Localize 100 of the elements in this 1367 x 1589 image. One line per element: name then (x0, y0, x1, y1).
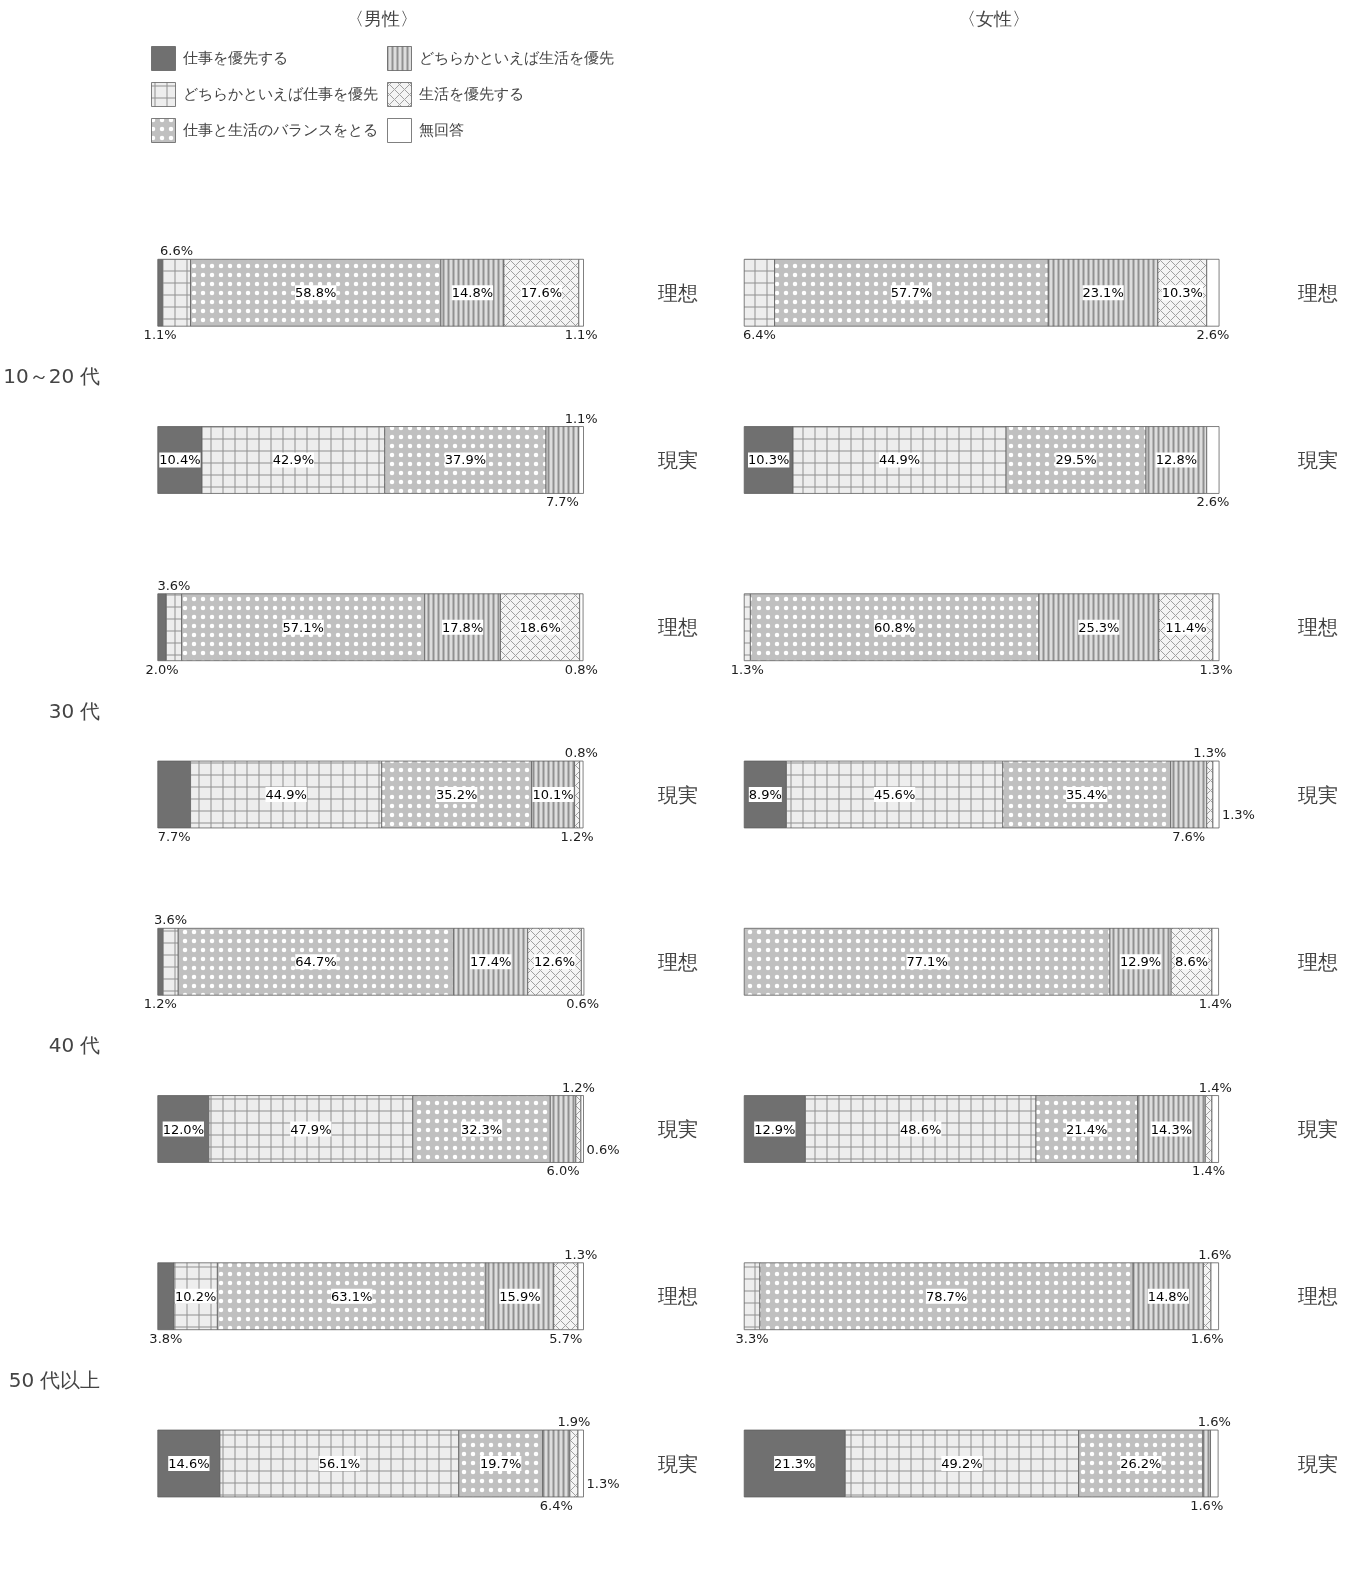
data-label: 1.9% (557, 1414, 591, 1430)
chart-title: 〈男性〉 (345, 7, 418, 29)
data-label: 3.6% (154, 912, 188, 928)
legend-label: 仕事と生活のバランスをとる (183, 120, 378, 140)
data-label: 77.1% (906, 954, 948, 970)
data-label: 19.7% (480, 1456, 522, 1472)
text: 10～20 代 (3, 364, 101, 389)
data-label: 12.9% (754, 1121, 796, 1137)
data-label: 10.3% (1161, 285, 1203, 301)
data-label: 21.3% (774, 1456, 816, 1472)
data-label: 7.7% (157, 828, 191, 844)
data-label: 8.6% (1175, 954, 1209, 970)
data-label: 1.3% (586, 1476, 620, 1492)
data-label: 3.3% (735, 1330, 769, 1346)
data-label: 1.1% (143, 327, 177, 343)
data-label: 49.2% (941, 1456, 983, 1472)
data-label: 6.6% (160, 243, 194, 259)
y-tick-label: 理想 (1297, 615, 1338, 640)
data-label: 23.1% (1082, 285, 1124, 301)
data-label: 1.2% (561, 1079, 595, 1095)
data-label: 7.6% (1172, 828, 1206, 844)
text: 30 代 (48, 698, 101, 723)
data-label: 25.3% (1078, 619, 1120, 635)
data-label: 0.8% (564, 745, 598, 761)
legend-label: 無回答 (419, 120, 464, 140)
data-label: 1.3% (1221, 807, 1255, 823)
data-label: 14.8% (1147, 1288, 1189, 1304)
data-label: 12.0% (162, 1121, 204, 1137)
data-label: 1.3% (730, 661, 764, 677)
y-tick-label: 現実 (1297, 447, 1338, 472)
data-label: 1.6% (1198, 1246, 1232, 1262)
data-label: 57.1% (282, 619, 324, 635)
data-label: 15.9% (499, 1288, 541, 1304)
legend-label: どちらかといえば生活を優先 (419, 48, 614, 68)
data-label: 2.6% (1196, 327, 1230, 343)
data-label: 1.1% (564, 410, 598, 426)
data-label: 17.8% (441, 619, 484, 635)
y-tick-label: 現実 (657, 447, 698, 472)
data-label: 7.7% (545, 494, 579, 510)
data-label: 10.1% (532, 787, 574, 802)
y-tick-label: 現実 (1297, 1117, 1338, 1142)
data-label: 44.9% (878, 452, 921, 468)
y-tick-label: 現実 (1297, 1451, 1338, 1476)
chart-title: 〈女性〉 (957, 7, 1030, 29)
data-label: 12.6% (533, 954, 576, 970)
data-label: 35.4% (1066, 787, 1108, 802)
data-label: 10.3% (748, 452, 790, 468)
y-tick-label: 理想 (657, 1284, 698, 1309)
data-label: 1.4% (1198, 996, 1232, 1012)
data-label: 6.0% (546, 1163, 580, 1179)
data-label: 5.7% (549, 1330, 583, 1346)
data-label: 47.9% (290, 1121, 332, 1137)
data-label: 29.5% (1055, 452, 1097, 468)
data-label: 2.6% (1196, 494, 1230, 510)
y-tick-label: 現実 (1297, 782, 1338, 807)
data-label: 44.9% (265, 787, 307, 802)
data-label: 26.2% (1120, 1456, 1162, 1472)
data-label: 14.6% (168, 1456, 210, 1472)
y-tick-label: 理想 (657, 280, 698, 305)
legend-label: 仕事を優先する (183, 48, 288, 68)
data-label: 1.4% (1192, 1163, 1226, 1179)
data-label: 17.6% (520, 285, 563, 301)
data-label: 11.4% (1165, 619, 1207, 635)
data-label: 58.8% (295, 285, 337, 301)
y-tick-label: 理想 (657, 615, 698, 640)
data-label: 6.4% (742, 327, 776, 343)
data-label: 6.4% (539, 1497, 573, 1513)
data-label: 63.1% (331, 1288, 373, 1304)
y-tick-label: 理想 (1297, 1284, 1338, 1309)
data-label: 37.9% (444, 452, 487, 468)
y-tick-label: 現実 (657, 1117, 698, 1142)
data-label: 1.6% (1190, 1497, 1224, 1513)
data-label: 1.2% (560, 828, 594, 844)
data-label: 18.6% (519, 619, 561, 635)
data-label: 1.2% (143, 996, 177, 1012)
data-label: 1.6% (1190, 1330, 1224, 1346)
data-label: 1.6% (1197, 1414, 1231, 1430)
data-label: 3.8% (149, 1330, 183, 1346)
data-label: 12.8% (1155, 452, 1198, 468)
text: 40 代 (48, 1033, 101, 1058)
data-label: 21.4% (1066, 1121, 1108, 1137)
y-tick-label: 理想 (657, 949, 698, 974)
data-label: 35.2% (435, 787, 478, 802)
data-label: 42.9% (272, 452, 315, 468)
data-label: 0.8% (564, 661, 598, 677)
data-label: 10.2% (175, 1288, 217, 1304)
text: 50 代以上 (8, 1367, 101, 1392)
data-label: 12.9% (1119, 954, 1162, 970)
data-label: 0.6% (566, 996, 600, 1012)
data-label: 17.4% (470, 954, 512, 970)
data-label: 1.1% (564, 327, 598, 343)
legend-label: どちらかといえば仕事を優先 (183, 84, 378, 104)
data-label: 64.7% (295, 954, 337, 970)
legend-label: 生活を優先する (419, 84, 524, 104)
data-label: 1.3% (1199, 661, 1233, 677)
data-label: 45.6% (873, 787, 916, 802)
data-label: 14.8% (451, 285, 494, 301)
data-label: 8.9% (748, 787, 782, 802)
y-tick-label: 現実 (657, 1451, 698, 1476)
data-label: 10.4% (159, 452, 201, 468)
